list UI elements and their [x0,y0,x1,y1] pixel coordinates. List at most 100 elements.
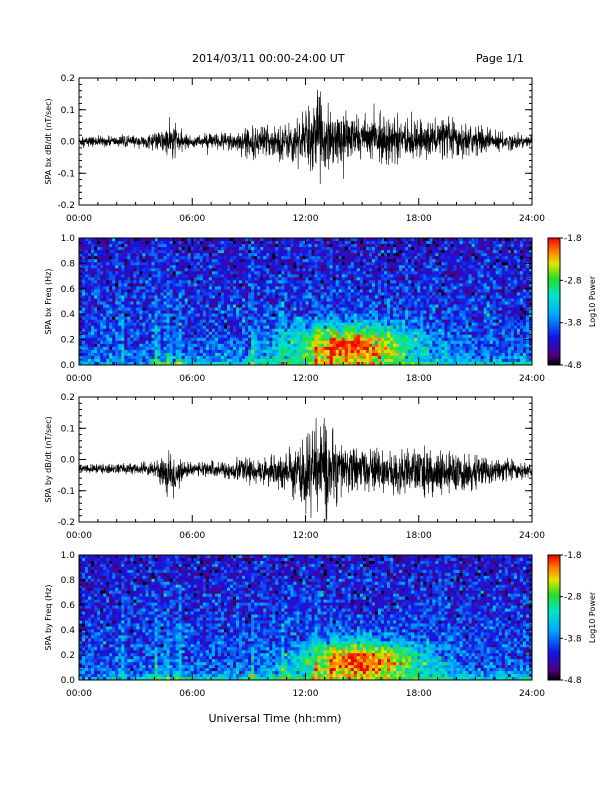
heatmap-cell [91,283,95,287]
heatmap-cell [208,265,213,269]
heatmap-cell [396,337,400,342]
heatmap-cell [281,304,285,308]
heatmap-cell [414,286,418,290]
heatmap-cell [88,250,92,254]
heatmap-cell [414,316,418,320]
heatmap-cell [387,244,391,248]
heatmap-cell [387,319,391,324]
heatmap-cell [157,289,161,293]
heatmap-cell [290,319,294,324]
heatmap-cell [127,337,131,342]
heatmap-cell [350,322,355,327]
heatmap-cell [154,307,158,311]
heatmap-cell [293,292,297,296]
heatmap-cell [368,298,373,302]
heatmap-cell [263,265,267,269]
heatmap-cell [236,358,240,363]
heatmap-cell [254,250,258,254]
heatmap-cell [214,250,219,254]
heatmap-cell [242,268,246,272]
heatmap-cell [196,319,201,324]
heatmap-cell [208,289,213,293]
heatmap-cell [148,301,152,305]
heatmap-cell [353,289,358,293]
heatmap-cell [311,358,315,363]
heatmap-cell [402,271,406,275]
heatmap-cell [323,337,327,342]
heatmap-cell [371,280,376,284]
heatmap-cell [187,274,192,278]
heatmap-cell [196,247,201,251]
heatmap-cell [226,340,231,345]
heatmap-cell [214,307,219,311]
heatmap-cell [97,358,101,363]
heatmap-cell [281,268,285,272]
heatmap-cell [130,310,134,314]
heatmap-cell [82,265,86,269]
heatmap-cell [208,283,213,287]
heatmap-cell [145,262,149,266]
heatmap-cell [151,325,155,330]
heatmap-cell [393,349,397,354]
heatmap-cell [230,322,234,327]
heatmap-cell [381,337,385,342]
heatmap-cell [115,292,119,296]
heatmap-cell [124,289,128,293]
heatmap-cell [377,340,382,345]
heatmap-cell [130,271,134,275]
heatmap-cell [199,307,204,311]
heatmap-cell [226,361,231,366]
heatmap-cell [384,361,388,366]
heatmap-cell [88,349,92,354]
heatmap-cell [220,259,225,263]
heatmap-cell [408,337,412,342]
heatmap-cell [275,322,279,327]
heatmap-cell [233,343,237,348]
heatmap-cell [314,349,318,354]
heatmap-cell [100,361,104,366]
heatmap-cell [338,262,343,266]
heatmap-cell [293,283,297,287]
heatmap-cell [223,304,228,308]
heatmap-cell [365,292,370,296]
heatmap-cell [269,316,273,320]
heatmap-cell [387,280,391,284]
heatmap-cell [263,331,267,336]
heatmap-cell [381,307,385,311]
heatmap-cell [350,283,355,287]
heatmap-cell [142,310,146,314]
heatmap-cell [193,322,198,327]
heatmap-cell [196,334,201,339]
heatmap-cell [299,250,303,254]
heatmap-cell [178,274,183,278]
heatmap-cell [263,325,267,330]
heatmap-cell [145,280,149,284]
heatmap-cell [178,352,183,357]
heatmap-cell [275,307,279,311]
heatmap-cell [365,280,370,284]
heatmap-cell [371,355,376,360]
heatmap-cell [211,298,216,302]
heatmap-cell [350,277,355,281]
heatmap-cell [112,334,116,339]
heatmap-cell [139,310,143,314]
heatmap-cell [332,346,337,351]
heatmap-cell [154,241,158,245]
heatmap-cell [278,352,282,357]
heatmap-cell [402,355,406,360]
heatmap-cell [414,250,418,254]
heatmap-cell [169,331,173,336]
heatmap-cell [112,283,116,287]
heatmap-cell [420,319,424,324]
heatmap-cell [365,358,370,363]
heatmap-cell [393,340,397,345]
heatmap-cell [408,262,412,266]
heatmap-cell [175,274,180,278]
heatmap-cell [287,328,291,333]
heatmap-cell [344,322,349,327]
heatmap-cell [82,292,86,296]
heatmap-cell [371,244,376,248]
heatmap-cell [230,256,234,260]
heatmap-cell [302,313,306,317]
heatmap-cell [299,322,303,327]
